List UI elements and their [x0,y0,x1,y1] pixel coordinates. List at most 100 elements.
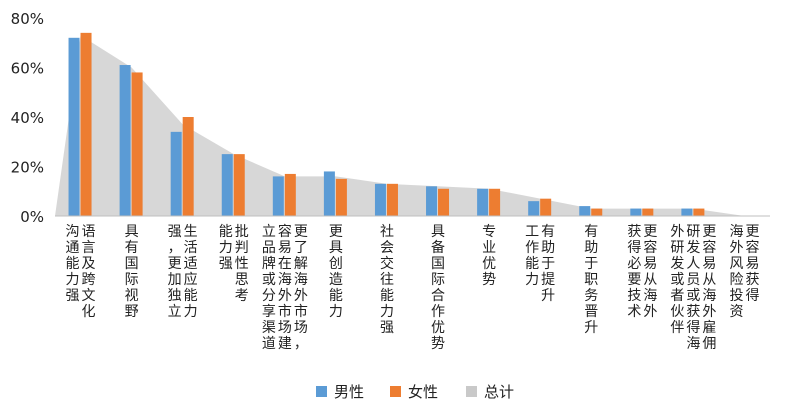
category-char: 立 [168,304,182,320]
bar-male-4 [272,176,284,216]
category-char: 沟 [66,224,80,240]
category-char: 市 [278,303,292,320]
category-char: 批 [235,224,249,240]
category-char: 能 [329,288,343,304]
category-char: 易 [702,256,716,272]
category-char: 佣 [702,336,716,352]
legend-label-2: 总计 [484,383,514,401]
category-char: 容 [643,239,657,256]
category-char: 视 [125,288,139,304]
category-char: 获 [627,224,641,240]
category-char: 文 [82,288,96,304]
bar-female-4 [284,173,296,216]
category-char: 业 [482,240,496,256]
total-area [55,35,745,217]
category-char: 更 [745,224,759,240]
category-char: 专 [482,224,496,240]
category-char: 海 [686,336,700,352]
legend-label-1: 女性 [408,383,438,401]
bar-female-7 [438,188,450,216]
y-tick-label: 60% [11,60,44,78]
legend: 男性 女性 总计 [316,383,514,401]
category-char: 分 [262,288,276,304]
category-char: 渠 [262,320,276,336]
category-char: 力 [66,272,80,288]
category-char: 得 [686,319,700,336]
category-char: 有 [584,224,598,240]
bar-male-6 [374,183,386,216]
category-char: 优 [431,320,445,336]
category-char: 有 [125,240,139,256]
category-char: 于 [584,256,598,272]
category-char: 术 [627,304,641,320]
bar-female-9 [540,198,552,216]
bars-layer [68,32,705,217]
category-char: 员 [686,272,700,288]
legend-swatch-1 [390,386,401,397]
category-char: 力 [184,304,198,320]
category-char: 晋 [584,304,598,320]
category-char: 风 [729,256,743,272]
category-char: 国 [431,256,445,272]
bar-female-2 [182,117,194,216]
category-char: 职 [584,272,598,288]
category-char: 跨 [82,272,96,288]
category-char: 考 [235,288,249,304]
category-char: 人 [686,256,700,272]
category-char: 发 [686,240,700,256]
category-char: 从 [643,272,657,288]
category-char: 国 [125,256,139,272]
category-char: 建 [278,336,292,352]
category-char: 性 [235,256,249,272]
category-char: 或 [262,272,276,288]
category-char: ， [294,336,308,352]
category-char: 发 [670,256,684,272]
category-char: 外 [702,304,716,320]
category-char: 力 [525,272,539,288]
category-char: 及 [82,256,96,272]
category-char: 容 [745,239,759,256]
category-char: 化 [82,304,96,320]
category-char: 适 [184,256,198,272]
category-char: 了 [294,240,308,256]
bar-male-0 [68,37,80,216]
category-char: 或 [670,272,684,288]
bar-female-0 [80,32,92,216]
category-char: 备 [431,239,445,256]
category-char: 通 [66,240,80,256]
y-tick-label: 80% [11,10,44,28]
category-char: 于 [541,256,555,272]
category-char: 场 [294,320,308,336]
category-char: 海 [643,288,657,304]
category-char: 独 [168,288,182,304]
legend-swatch-2 [466,386,477,397]
bar-male-5 [323,171,335,216]
category-char: 言 [82,240,96,256]
category-char: 伙 [670,304,684,320]
category-char: 在 [278,256,292,272]
category-char: 立 [262,224,276,240]
category-char: 或 [686,288,700,304]
category-char: 具 [329,240,343,256]
category-char: 助 [541,240,555,256]
category-char: 强 [380,320,394,336]
bar-male-7 [426,186,438,216]
category-char: 际 [125,272,139,288]
category-char: 能 [66,256,80,272]
bar-male-11 [630,208,642,216]
category-char: 务 [584,288,598,304]
category-char: 能 [184,288,198,304]
category-char: 容 [702,239,716,256]
category-labels-layer: 语言及跨文化沟通能力强具有国际视野生活适应能力强，更加独立批判性思考能力强更了解… [66,223,760,352]
category-char: 优 [482,256,496,272]
legend-label-0: 男性 [334,383,364,401]
category-char: 获 [745,272,759,288]
